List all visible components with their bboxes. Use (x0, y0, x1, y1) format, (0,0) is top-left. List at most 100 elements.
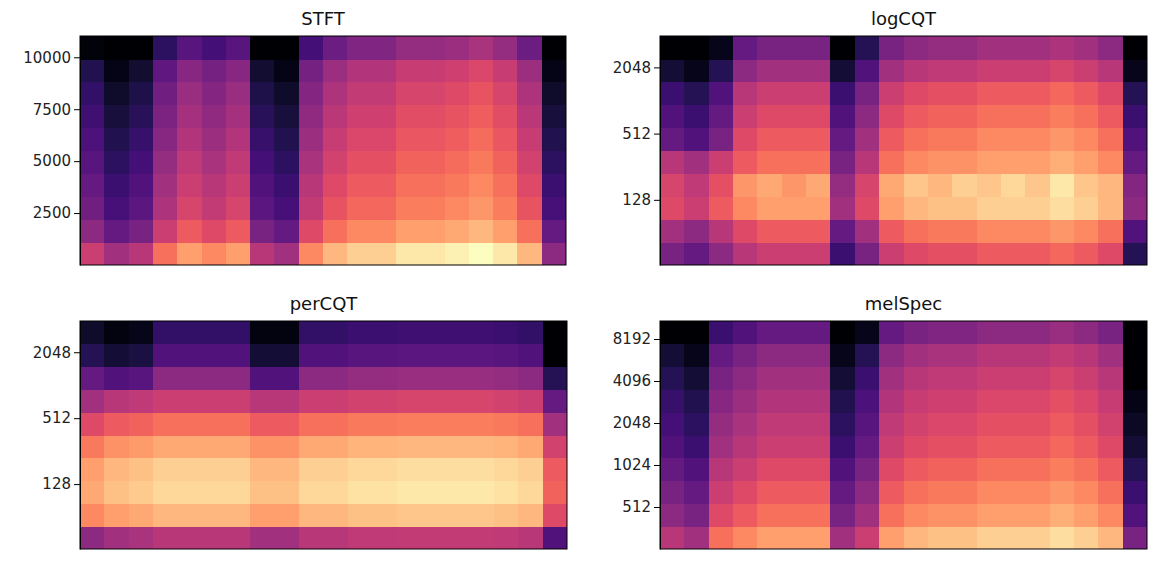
plot-frame (80, 321, 567, 549)
heatmap-cell (80, 59, 105, 83)
heatmap-cell (904, 82, 929, 106)
heatmap-cell (470, 344, 495, 367)
heatmap-cell (299, 59, 324, 83)
heatmap-cell (830, 196, 855, 220)
heatmap-cell (372, 105, 397, 129)
heatmap-cell (543, 321, 567, 344)
heatmap-cell (904, 242, 929, 265)
heatmap-cell (1001, 173, 1026, 197)
heatmap-cell (904, 435, 929, 458)
y-tick: 1024 (613, 456, 660, 474)
heatmap-cell (806, 321, 831, 344)
heatmap-cell (733, 526, 758, 549)
heatmap-cell (977, 151, 1002, 175)
heatmap-cell (1025, 82, 1050, 106)
heatmap-cell (153, 412, 178, 435)
heatmap-cell (445, 458, 470, 481)
heatmap-cell (806, 196, 831, 220)
heatmap-cell (660, 412, 685, 435)
heatmap-cell (1074, 367, 1099, 390)
figure-svg: 25005000750010000STFT1285122048logCQT128… (0, 0, 1156, 563)
heatmap-cell (518, 503, 543, 526)
heatmap-cell (153, 321, 178, 344)
heatmap-cell (347, 105, 372, 129)
heatmap-cell (684, 242, 709, 265)
heatmap-cell (421, 458, 446, 481)
heatmap-cell (1050, 481, 1075, 504)
heatmap-cell (129, 458, 154, 481)
heatmap-cells (660, 36, 1147, 265)
heatmap-cell (275, 503, 300, 526)
heatmap-cell (806, 435, 831, 458)
heatmap-cell (518, 344, 543, 367)
y-tick-mark (74, 352, 80, 353)
heatmap-cell (1098, 435, 1123, 458)
heatmap-cell (493, 173, 518, 197)
heatmap-cell (517, 105, 542, 129)
heatmap-cell (879, 481, 904, 504)
heatmap-cell (684, 219, 709, 243)
heatmap-cell (1098, 196, 1123, 220)
heatmap-cell (129, 344, 154, 367)
heatmap-cell (202, 344, 227, 367)
heatmap-cell (517, 82, 542, 106)
heatmap-cell (274, 128, 299, 152)
heatmap-cell (177, 173, 202, 197)
heatmap-cell (177, 503, 202, 526)
heatmap-cell (977, 526, 1002, 549)
heatmap-cell (1098, 128, 1123, 152)
y-tick: 2048 (613, 59, 660, 77)
heatmap-cell (470, 435, 495, 458)
heatmap-cell (104, 128, 129, 152)
heatmap-cell (226, 173, 251, 197)
heatmap-cell (202, 128, 227, 152)
heatmap-cell (348, 458, 373, 481)
heatmap-cell (904, 367, 929, 390)
heatmap-cell (928, 242, 953, 265)
heatmap-cell (153, 458, 178, 481)
y-tick: 128 (622, 191, 660, 209)
heatmap-cell (129, 321, 154, 344)
heatmap-cell (977, 412, 1002, 435)
heatmap-cell (928, 458, 953, 481)
heatmap-cell (952, 458, 977, 481)
heatmap-cell (733, 128, 758, 152)
heatmap-cell (904, 128, 929, 152)
heatmap-cell (347, 219, 372, 243)
heatmap-cell (420, 242, 445, 265)
heatmap-cell (104, 82, 129, 106)
heatmap-cell (904, 481, 929, 504)
heatmap-cell (250, 219, 275, 243)
heatmap-cell (469, 82, 494, 106)
plot-frame (660, 36, 1147, 265)
heatmap-cell (757, 242, 782, 265)
y-tick-label: 4096 (613, 372, 651, 390)
heatmap-cell (1123, 219, 1147, 243)
heatmap-cell (977, 389, 1002, 412)
heatmap-cell (470, 321, 495, 344)
heatmap-cell (1074, 128, 1099, 152)
y-tick-label: 8192 (613, 330, 651, 348)
y-tick-label: 7500 (33, 101, 71, 119)
heatmap-cell (177, 196, 202, 220)
heatmap-cell (904, 503, 929, 526)
heatmap-cell (226, 219, 251, 243)
heatmap-cell (928, 389, 953, 412)
heatmap-cell (709, 105, 734, 129)
heatmap-cell (733, 389, 758, 412)
heatmap-cell (445, 196, 470, 220)
heatmap-cell (129, 503, 154, 526)
heatmap-cell (80, 389, 105, 412)
heatmap-cell (153, 105, 178, 129)
heatmap-cell (1001, 151, 1026, 175)
heatmap-cell (1001, 367, 1026, 390)
heatmap-cell (397, 389, 422, 412)
y-tick: 512 (42, 409, 80, 427)
heatmap-cell (421, 389, 446, 412)
heatmap-cell (830, 458, 855, 481)
heatmap-cell (104, 526, 129, 549)
heatmap-cell (782, 82, 807, 106)
y-tick: 2048 (613, 414, 660, 432)
heatmap-cell (299, 105, 324, 129)
heatmap-cell (202, 435, 227, 458)
